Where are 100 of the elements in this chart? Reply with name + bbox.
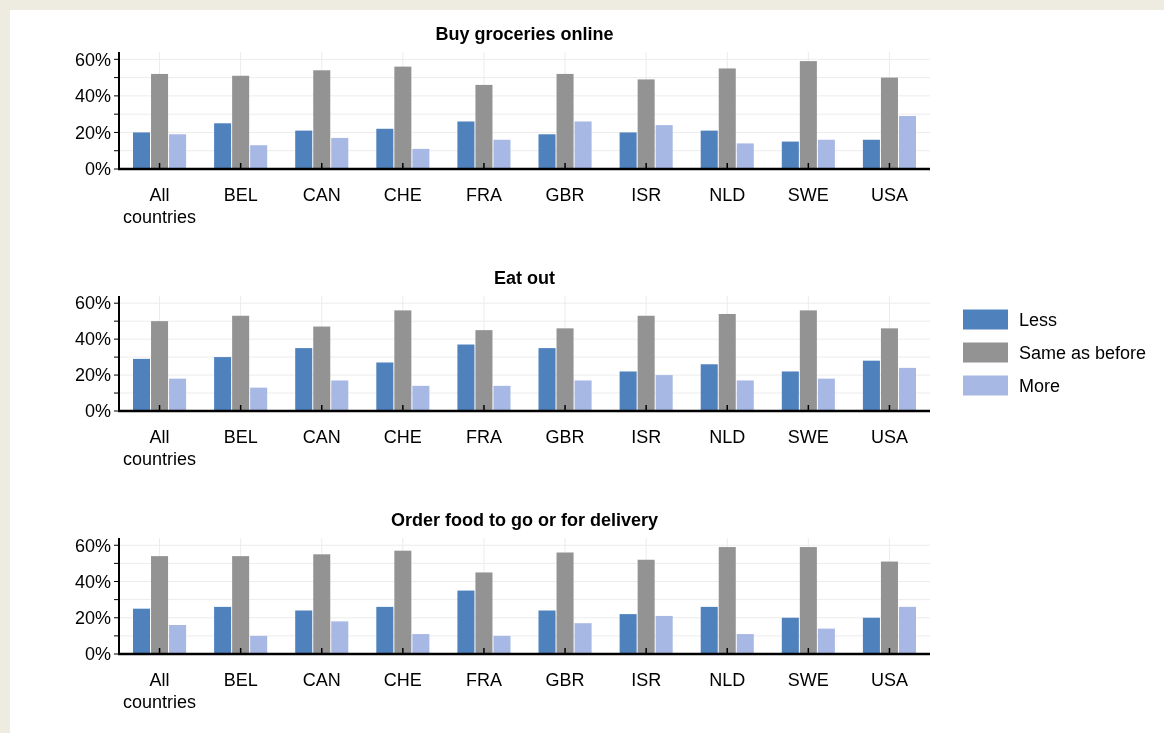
bar (538, 348, 556, 411)
bar (556, 328, 574, 411)
bar (538, 134, 556, 169)
bar (862, 139, 880, 169)
bar (376, 362, 394, 411)
bar (214, 123, 232, 169)
bar (574, 121, 592, 169)
bar (250, 145, 268, 169)
bar (880, 77, 898, 169)
bar (898, 606, 916, 654)
bar (457, 590, 475, 654)
bar (331, 621, 349, 654)
x-tick-label: FRA (465, 185, 502, 205)
bar (412, 385, 430, 411)
y-tick-label: 0% (84, 159, 111, 180)
x-tick-label: SWE (787, 185, 829, 205)
bar (214, 357, 232, 411)
bar (493, 635, 511, 654)
bar (169, 378, 187, 411)
bar (700, 130, 718, 169)
bar (556, 552, 574, 654)
bar (151, 73, 169, 169)
bar (736, 380, 754, 411)
bar (718, 68, 736, 169)
y-tick-label: 20% (74, 365, 111, 386)
bar (133, 132, 151, 169)
bar (880, 328, 898, 411)
bar (232, 315, 250, 411)
bar (295, 348, 313, 411)
x-tick-label: CAN (302, 185, 341, 205)
bar (169, 134, 187, 169)
bar (862, 617, 880, 654)
bar (376, 606, 394, 654)
chart-title: Eat out (494, 268, 555, 288)
bar (169, 625, 187, 654)
y-tick-label: 20% (74, 608, 111, 629)
bar (700, 606, 718, 654)
bar (619, 132, 637, 169)
x-tick-label: BEL (223, 670, 258, 690)
x-tick-label: CHE (383, 185, 422, 205)
x-tick-label: All countries (123, 427, 197, 469)
bar (736, 143, 754, 169)
x-tick-label: CAN (302, 427, 341, 447)
bar (475, 572, 493, 654)
bar (412, 634, 430, 654)
y-tick-label: 60% (74, 49, 111, 70)
bar (457, 344, 475, 411)
bar (376, 128, 394, 169)
x-tick-label: NLD (709, 185, 746, 205)
bar (250, 635, 268, 654)
bar (736, 634, 754, 654)
y-tick-label: 0% (84, 644, 111, 665)
bar (817, 378, 835, 411)
y-tick-label: 40% (74, 571, 111, 592)
x-tick-label: ISR (631, 185, 662, 205)
x-tick-label: USA (870, 185, 908, 205)
bar (556, 73, 574, 169)
y-tick-label: 60% (74, 535, 111, 556)
bar (781, 371, 799, 411)
bar (394, 310, 412, 411)
x-tick-label: FRA (465, 427, 502, 447)
legend-label: Same as before (1019, 342, 1147, 363)
bar (475, 84, 493, 169)
x-tick-label: ISR (631, 670, 662, 690)
bar (412, 148, 430, 169)
bar (817, 139, 835, 169)
bar (250, 387, 268, 411)
bar (637, 79, 655, 169)
bar (898, 115, 916, 169)
bar (295, 130, 313, 169)
x-tick-label: GBR (545, 670, 585, 690)
x-tick-label: SWE (787, 427, 829, 447)
bar (799, 547, 817, 654)
x-tick-label: USA (870, 427, 908, 447)
y-tick-label: 40% (74, 329, 111, 350)
bar (475, 330, 493, 411)
bar (574, 380, 592, 411)
bar (313, 554, 331, 654)
bar (493, 139, 511, 169)
x-tick-label: BEL (223, 185, 258, 205)
bar (718, 547, 736, 654)
x-tick-label: ISR (631, 427, 662, 447)
bar (133, 358, 151, 411)
bar (133, 608, 151, 654)
bar (637, 315, 655, 411)
x-tick-label: All countries (123, 185, 197, 227)
bar (394, 550, 412, 654)
bar (214, 606, 232, 654)
bar (700, 364, 718, 411)
bar (457, 121, 475, 169)
bar (655, 375, 673, 411)
bar (394, 66, 412, 169)
x-tick-label: CHE (383, 670, 422, 690)
x-tick-label: NLD (709, 670, 746, 690)
x-tick-label: BEL (223, 427, 258, 447)
bar (880, 561, 898, 654)
bar (313, 326, 331, 411)
bar (151, 556, 169, 654)
bar (781, 617, 799, 654)
bar (799, 310, 817, 411)
